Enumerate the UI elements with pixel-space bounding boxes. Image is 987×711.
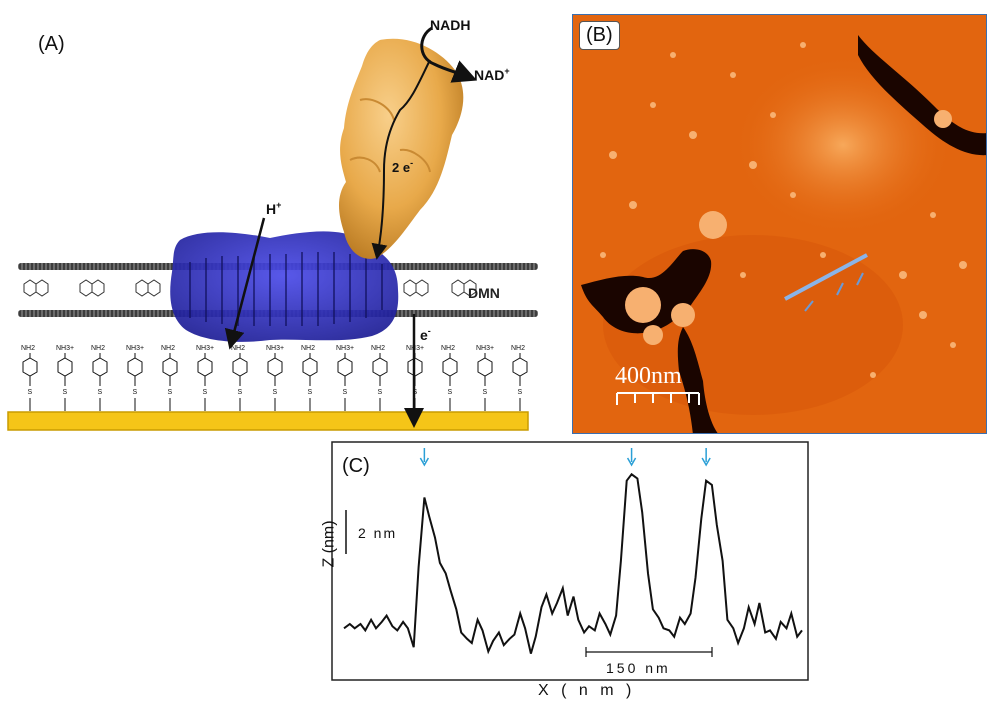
ammonium-label: NH3+ [406,345,424,352]
x-scale-label: 150 nm [606,660,671,676]
ammonium-label: NH3+ [476,345,494,352]
electron-path-arrow [371,59,431,260]
panel-a-label: (A) [38,33,65,55]
ammonium-label: NH3+ [196,345,214,352]
two-electron-label: 2 e- [392,158,413,175]
sulfur-label: S [98,389,103,396]
profile-frame [331,441,809,681]
dmn-molecules [23,279,477,297]
panel-a-schematic: (A) DMN [0,0,560,440]
thiol-molecule: NH3+ S [196,345,214,411]
afm-dark-region-top [858,35,986,156]
peak-arrow [701,448,711,467]
amine-label: NH2 [21,345,35,352]
nadh-label: NADH [430,17,470,33]
amine-label: NH2 [231,345,245,352]
sulfur-label: S [133,389,138,396]
thiol-molecule: NH2 S [161,345,178,411]
scale-bar [616,392,700,405]
dmn-label: DMN [468,285,500,301]
electron-label: e- [420,326,431,343]
sulfur-label: S [168,389,173,396]
panel-b-label: (B) [579,21,620,50]
sulfur-label: S [413,389,418,396]
thiol-molecule: NH3+ S [406,345,424,411]
nad-plus-label: NAD+ [474,66,510,83]
thiol-molecule: NH3+ S [56,345,74,411]
thiol-molecule: NH2 S [21,345,38,411]
panel-c-label: (C) [342,455,370,477]
ammonium-label: NH3+ [336,345,354,352]
thiol-molecule: NH2 S [511,345,528,411]
sulfur-label: S [28,389,33,396]
sulfur-label: S [518,389,523,396]
sulfur-label: S [378,389,383,396]
thiol-molecule: NH2 S [301,345,318,411]
proton-arrow [224,217,266,350]
z-axis-label: Z (nm) [320,520,338,568]
scale-bar-label: 400nm [615,363,682,389]
sulfur-label: S [203,389,208,396]
peak-arrow [626,448,637,467]
amine-label: NH2 [511,345,525,352]
ammonium-label: NH3+ [126,345,144,352]
afm-dark-region-bottom [677,327,718,433]
thiol-molecule: NH2 S [91,345,108,411]
blue-membrane-protein [170,231,399,342]
amine-label: NH2 [91,345,105,352]
sulfur-label: S [343,389,348,396]
profile-chart-svg: (C) 2 nm 150 nm [331,441,809,681]
thiol-molecule: NH3+ S [336,345,354,411]
thiol-monolayer: NH2 S NH3+ S NH2 S NH3+ S NH2 S NH3+ S NH2 S NH3+ S NH2 S… [21,345,528,411]
sulfur-label: S [238,389,243,396]
thiol-molecule: NH3+ S [476,345,494,411]
afm-image-svg [573,15,986,433]
nadh-arrow [420,26,478,83]
sulfur-label: S [448,389,453,396]
h-plus-label: H+ [266,200,281,217]
thiol-molecule: NH2 S [371,345,388,411]
z-scale-label: 2 nm [358,525,397,541]
peak-arrows [419,448,711,467]
orange-soluble-protein [339,38,464,259]
gold-electrode [7,411,529,431]
sulfur-label: S [483,389,488,396]
amine-label: NH2 [161,345,175,352]
profile-line [784,253,868,301]
x-axis-label: X ( n m ) [538,682,636,699]
sulfur-label: S [308,389,313,396]
sulfur-label: S [63,389,68,396]
ammonium-label: NH3+ [56,345,74,352]
amine-label: NH2 [441,345,455,352]
thiol-molecule: NH2 S [441,345,458,411]
thiol-molecule: NH3+ S [266,345,284,411]
profile-arrows [804,272,864,312]
ammonium-label: NH3+ [266,345,284,352]
thiol-molecule: NH3+ S [126,345,144,411]
peak-arrow [419,448,430,467]
sulfur-label: S [273,389,278,396]
amine-label: NH2 [371,345,385,352]
height-profile-line [343,472,803,655]
thiol-molecule: NH2 S [231,345,248,411]
panel-b-afm-image: 400nm (B) [572,14,987,434]
panel-a-svg: (A) DMN [7,17,538,431]
amine-label: NH2 [301,345,315,352]
profile-series [343,472,803,655]
panel-c-height-profile: (C) 2 nm 150 nm Z (nm) X ( n m ) [321,440,820,699]
afm-highlight-region [733,55,953,235]
afm-particles [600,42,967,378]
